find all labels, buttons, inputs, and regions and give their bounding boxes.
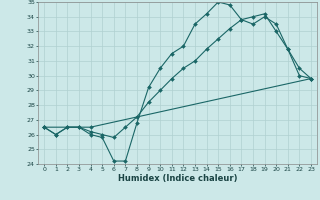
X-axis label: Humidex (Indice chaleur): Humidex (Indice chaleur) — [118, 174, 237, 183]
